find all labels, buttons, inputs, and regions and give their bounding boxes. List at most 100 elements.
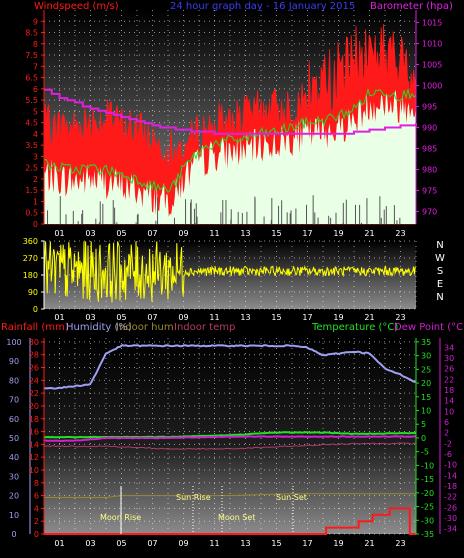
x-tick-label: 21: [364, 229, 374, 238]
dewpoint-tick-label: 14: [444, 397, 454, 406]
windspeed-tick-label: 0.5: [25, 209, 38, 218]
windspeed-tick-label: 9: [33, 17, 38, 26]
humidity-tick-label: 0: [11, 530, 16, 539]
dewpoint-tick-label: 10: [444, 407, 454, 416]
dewpoint-tick-label: 30: [444, 354, 454, 363]
rainfall-tick-label: 30: [29, 338, 39, 347]
dewpoint-tick-label: 2: [444, 429, 449, 438]
dewpoint-tick-label: -26: [444, 503, 457, 512]
humidity-line: [43, 344, 417, 390]
x-tick-label: 19: [333, 229, 343, 238]
x-tick-label: 11: [209, 229, 219, 238]
rainfall-line: [44, 507, 416, 535]
x-tick-label: 15: [271, 313, 281, 322]
compass-letter: N: [436, 240, 443, 251]
humidity-tick-label: 90: [9, 357, 19, 366]
windspeed-tick-label: 7.5: [25, 51, 38, 60]
direction-grid: [43, 240, 417, 310]
temperature-line: [43, 431, 417, 439]
barometer-tick-label: 1000: [422, 82, 442, 91]
dewpoint-axis-label: Dew Point (°C): [394, 322, 464, 333]
x-tick-label: 23: [395, 539, 405, 548]
humidity-tick-label: 10: [9, 511, 19, 520]
windspeed-tick-label: 6: [33, 85, 38, 94]
dewpoint-tick-label: 34: [444, 343, 454, 352]
dewpoint-tick-label: -10: [444, 461, 457, 470]
barometer-tick-label: 970: [422, 207, 437, 216]
rainfall-tick-label: 6: [34, 492, 39, 501]
windspeed-tick-label: 4: [33, 130, 38, 139]
humidity-tick-label: 50: [9, 434, 19, 443]
sun-set-label: Sun Set: [276, 493, 307, 502]
rainfall-tick-label: 14: [29, 440, 39, 449]
dewpoint-tick-label: -34: [444, 525, 457, 534]
dewpoint-tick-label: 26: [444, 365, 454, 374]
direction-tick-label: 0: [33, 305, 38, 314]
compass-letter: N: [436, 292, 443, 303]
rainfall-tick-label: 18: [29, 415, 39, 424]
temperature-tick-label: 10: [421, 407, 431, 416]
x-tick-label: 23: [395, 229, 405, 238]
x-tick-label: 13: [240, 229, 250, 238]
x-tick-label: 07: [147, 229, 157, 238]
wind-direction-line: [43, 241, 416, 303]
wind-series: [43, 24, 417, 225]
temperature-tick-label: -25: [421, 503, 434, 512]
direction-axes: 0 90 180 270 360 01 03 05 07 09 11 13 15 17 19 21 23: [23, 237, 406, 322]
windspeed-tick-label: 2.5: [25, 164, 38, 173]
compass-letter: W: [435, 253, 445, 264]
rainfall-tick-label: 10: [29, 466, 39, 475]
windspeed-tick-label: 1.5: [25, 186, 38, 195]
compass-letter: S: [437, 266, 443, 277]
humidity-tick-label: 100: [6, 338, 21, 347]
rainfall-tick-label: 20: [29, 402, 39, 411]
x-tick-label: 21: [364, 313, 374, 322]
rainfall-tick-label: 22: [29, 389, 39, 398]
barometer-tick-label: 1010: [422, 40, 442, 49]
temperature-tick-label: 15: [421, 393, 431, 402]
temperature-tick-label: 35: [421, 338, 431, 347]
climate-series: [43, 344, 417, 535]
dewpoint-tick-label: 6: [444, 418, 449, 427]
humidity-tick-label: 60: [9, 415, 19, 424]
direction-tick-label: 180: [23, 271, 38, 280]
dewpoint-tick-label: 18: [444, 386, 454, 395]
direction-tick-label: 360: [23, 237, 38, 246]
x-tick-label: 19: [333, 313, 343, 322]
dewpoint-tick-label: -2: [444, 439, 452, 448]
x-tick-label: 11: [209, 313, 219, 322]
windspeed-tick-label: 6.5: [25, 74, 38, 83]
x-tick-label: 15: [271, 539, 281, 548]
x-tick-label: 01: [54, 539, 64, 548]
rainfall-tick-label: 8: [34, 479, 39, 488]
barometer-tick-label: 990: [422, 123, 437, 132]
humidity-tick-label: 40: [9, 453, 19, 462]
rainfall-tick-label: 16: [29, 428, 39, 437]
dewpoint-tick-label: -22: [444, 493, 457, 502]
humidity-tick-label: 80: [9, 376, 19, 385]
windspeed-tick-label: 3: [33, 152, 38, 161]
x-tick-label: 15: [271, 229, 281, 238]
humidity-tick-label: 30: [9, 472, 19, 481]
x-tick-label: 01: [54, 313, 64, 322]
temperature-tick-label: 20: [421, 379, 431, 388]
barometer-axis-label: Barometer (hpa): [370, 1, 453, 12]
temperature-tick-label: -30: [421, 516, 434, 525]
barometer-tick-label: 1015: [422, 19, 442, 28]
rainfall-tick-label: 26: [29, 364, 39, 373]
direction-tick-label: 270: [23, 254, 38, 263]
rainfall-tick-label: 2: [34, 517, 39, 526]
direction-tick-label: 90: [28, 288, 38, 297]
rainfall-axis-label: Rainfall (mm): [1, 322, 69, 333]
windspeed-axis-label: Windspeed (m/s): [34, 1, 119, 12]
chart-title: 24 hour graph day - 16 January 2015: [170, 1, 355, 12]
temperature-tick-label: 0: [421, 434, 426, 443]
windspeed-tick-label: 5: [33, 107, 38, 116]
dewpoint-line: [43, 435, 417, 442]
x-tick-label: 13: [240, 539, 250, 548]
temperature-tick-label: -15: [421, 475, 434, 484]
windspeed-tick-label: 8: [33, 40, 38, 49]
temperature-axis-label: Temperature (°C): [311, 322, 398, 333]
x-tick-label: 19: [333, 539, 343, 548]
indoor-hum-label: Indoor hum: [116, 322, 174, 333]
